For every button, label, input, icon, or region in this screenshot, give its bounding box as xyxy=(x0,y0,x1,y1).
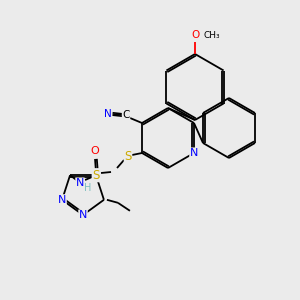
Text: N: N xyxy=(58,195,66,205)
Text: N: N xyxy=(79,210,87,220)
Text: O: O xyxy=(191,30,199,40)
Text: N: N xyxy=(190,148,198,158)
Text: O: O xyxy=(91,146,99,156)
Text: S: S xyxy=(92,169,100,182)
Text: N: N xyxy=(104,109,112,119)
Text: S: S xyxy=(124,151,132,164)
Text: C: C xyxy=(122,110,130,120)
Text: CH₃: CH₃ xyxy=(203,31,220,40)
Text: H: H xyxy=(84,183,92,193)
Text: N: N xyxy=(76,178,84,188)
